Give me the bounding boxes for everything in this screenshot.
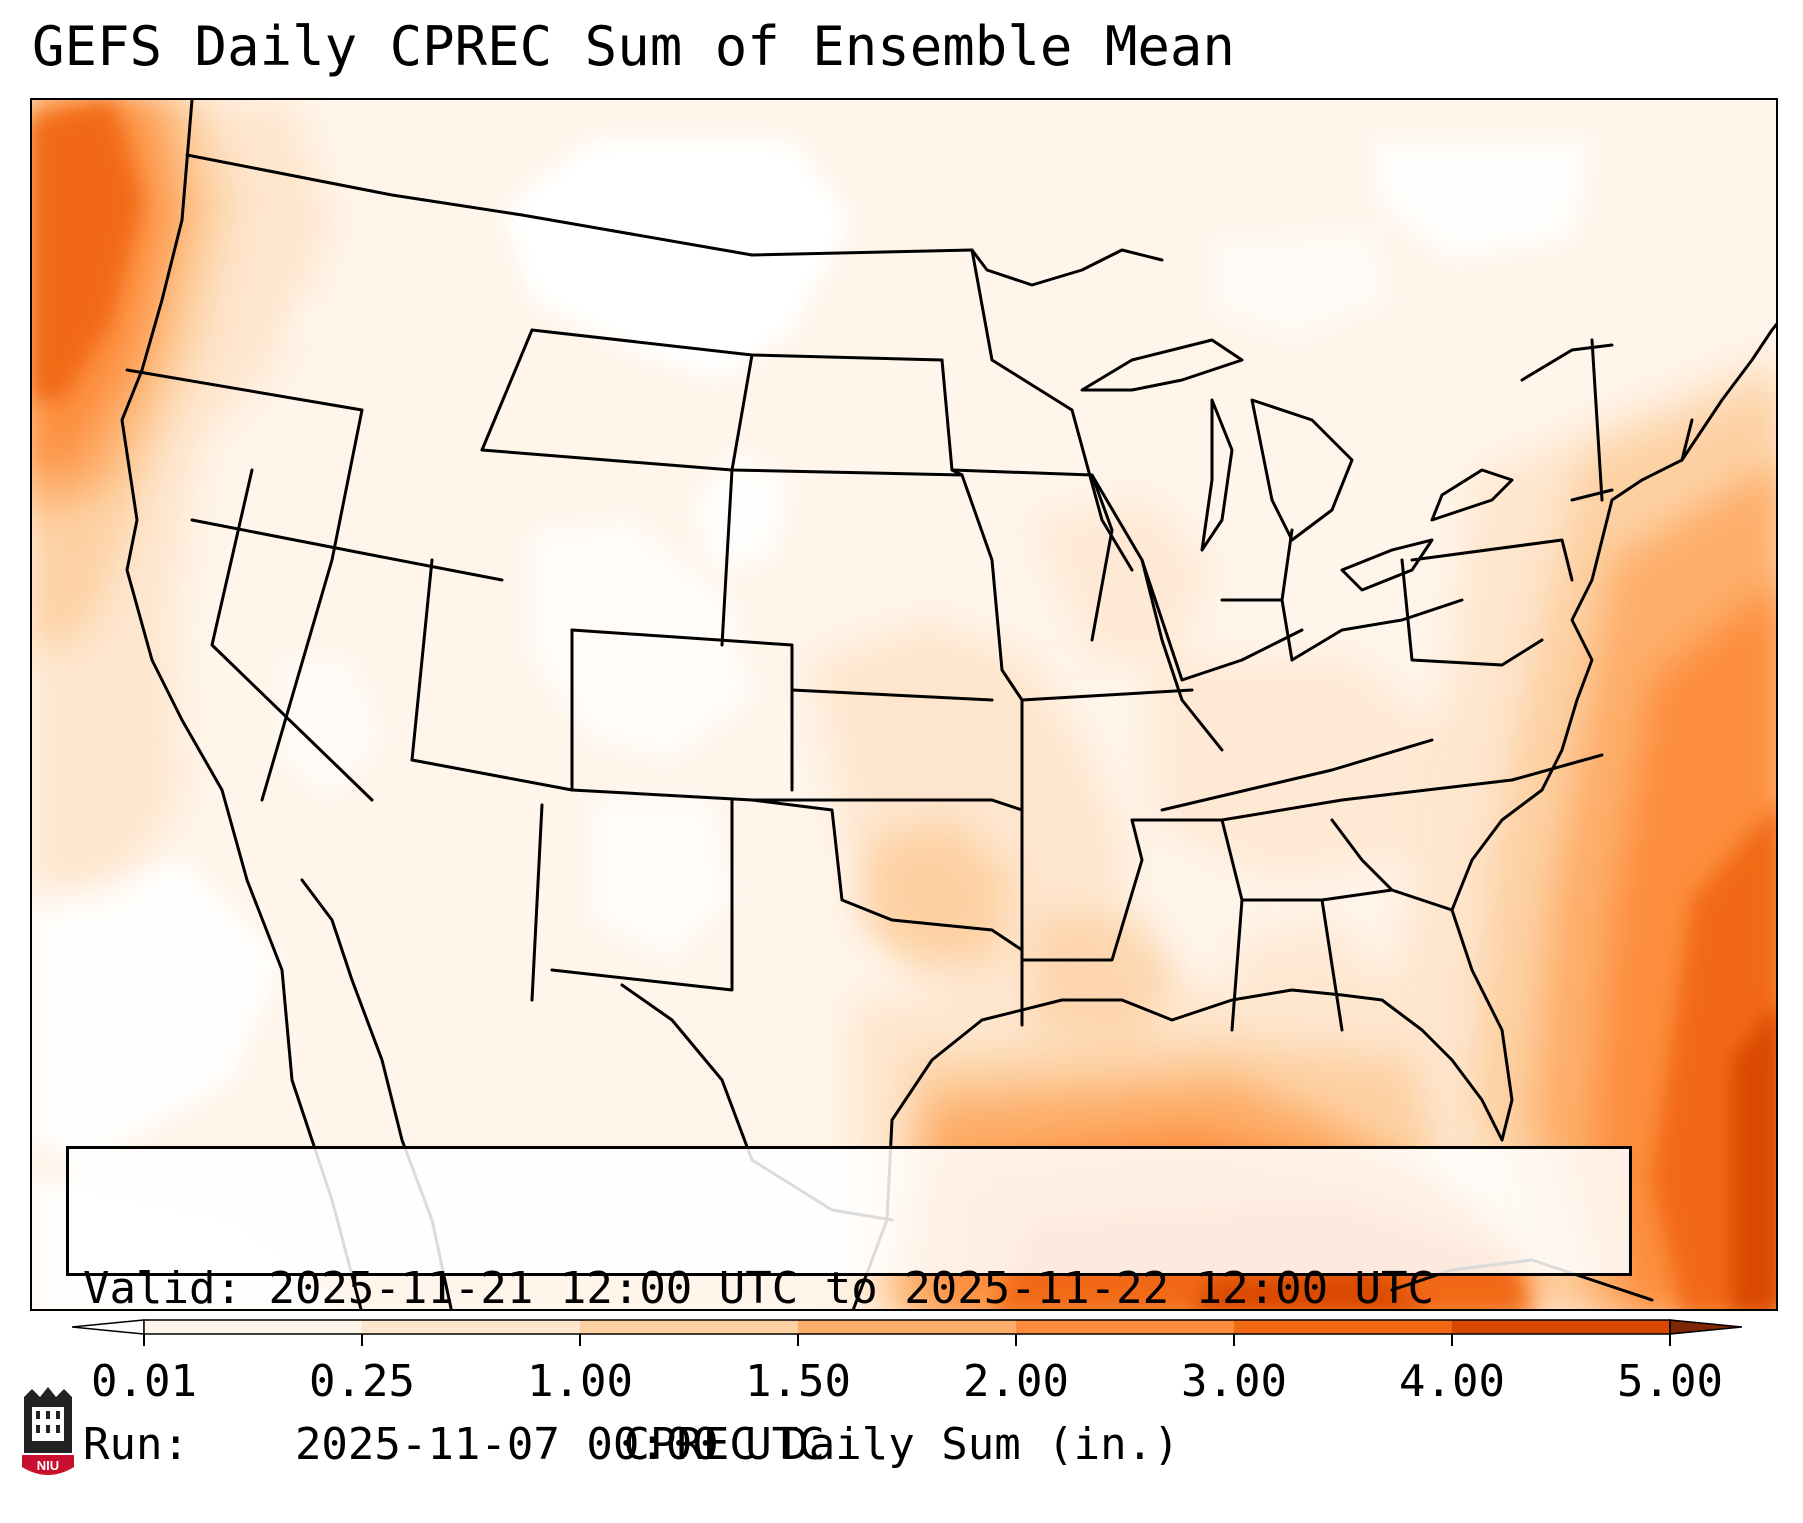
colorbar-title: CPREC Daily Sum (in.) bbox=[623, 1419, 1180, 1470]
colorbar-tick-label: 2.00 bbox=[963, 1356, 1069, 1407]
map-title: GEFS Daily CPREC Sum of Ensemble Mean bbox=[32, 15, 1235, 78]
colorbar bbox=[72, 1319, 1742, 1346]
colorbar-segment bbox=[580, 1320, 798, 1334]
colorbar-outline bbox=[143, 1319, 1671, 1335]
precip-map[interactable] bbox=[32, 100, 1778, 1311]
colorbar-segment bbox=[1234, 1320, 1452, 1334]
colorbar-tick-label: 5.00 bbox=[1617, 1356, 1723, 1407]
colorbar-segment bbox=[1452, 1320, 1670, 1334]
valid-label: Valid: bbox=[83, 1263, 242, 1314]
boundaries bbox=[120, 100, 1776, 1309]
colorbar-tick-label: 4.00 bbox=[1399, 1356, 1505, 1407]
map-panel[interactable] bbox=[30, 98, 1778, 1311]
run-label: Run: bbox=[83, 1419, 189, 1470]
colorbar-tick-label: 0.01 bbox=[91, 1356, 197, 1407]
band-400 bbox=[1194, 1005, 1776, 1309]
colorbar-tick-label: 1.50 bbox=[745, 1356, 851, 1407]
colorbar-segment bbox=[144, 1320, 362, 1334]
valid-info-box: Valid: 2025-11-21 12:00 UTC to 2025-11-2… bbox=[66, 1146, 1632, 1470]
colorbar-segment bbox=[1016, 1320, 1234, 1334]
colorbar-segment bbox=[362, 1320, 580, 1334]
run-text: 2025-11-07 00:00 UTC bbox=[294, 1419, 825, 1470]
colorbar-tick-label: 1.00 bbox=[527, 1356, 633, 1407]
colorbar-over-extension bbox=[1669, 1319, 1742, 1335]
valid-line: Valid: 2025-11-21 12:00 UTC to 2025-11-2… bbox=[83, 1263, 1615, 1315]
colorbar-tick-label: 3.00 bbox=[1181, 1356, 1287, 1407]
run-line: Run: 2025-11-07 00:00 UTC bbox=[83, 1419, 1615, 1471]
valid-text: 2025-11-21 12:00 UTC to 2025-11-22 12:00… bbox=[268, 1263, 1435, 1314]
logo-text: NIU bbox=[37, 1458, 59, 1473]
colorbar-tick-label: 0.25 bbox=[309, 1356, 415, 1407]
niu-logo: NIU bbox=[18, 1383, 78, 1483]
colorbar-under-extension bbox=[72, 1319, 145, 1335]
colorbar-segment bbox=[798, 1320, 1016, 1334]
